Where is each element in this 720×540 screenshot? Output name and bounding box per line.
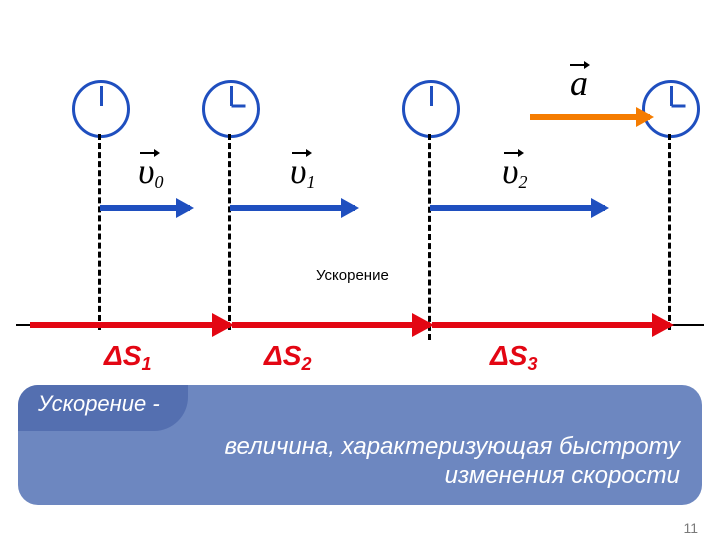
delta-label-1: ΔS2 [264,340,312,372]
velocity-arrow-2 [430,205,605,211]
velocity-arrow-0 [100,205,190,211]
velocity-label-0: υ0 [138,150,164,192]
definition-title: Ускорение - [18,385,188,431]
definition-line1: величина, характеризующая быстроту [225,433,680,460]
velocity-arrow-1 [230,205,355,211]
dashed-line-2 [428,134,431,340]
acceleration-word: Ускорение [316,268,396,285]
acceleration-label: a [570,62,588,104]
acceleration-arrow [530,114,650,120]
clock-0 [72,80,130,138]
clock-2 [402,80,460,138]
delta-label-0: ΔS1 [104,340,152,372]
definition-box: Ускорение - величина, характеризующая бы… [18,385,702,505]
dashed-line-1 [228,134,231,330]
dashed-line-0 [98,134,101,330]
slide-canvas: υ0 υ1 υ2 a Ускорение ΔS1 ΔS2 ΔS3 Ускорение -… [0,0,720,540]
dashed-line-3 [668,134,671,330]
axis-segment-2 [432,322,670,328]
definition-body: величина, характеризующая быстроту измен… [225,433,680,491]
axis-segment-1 [232,322,430,328]
definition-line2: изменения скорости [445,462,680,489]
clock-1 [202,80,260,138]
velocity-label-1: υ1 [290,150,316,192]
axis-segment-0 [30,322,230,328]
page-number: 11 [683,520,698,536]
velocity-label-2: υ2 [502,150,528,192]
delta-label-2: ΔS3 [490,340,538,372]
